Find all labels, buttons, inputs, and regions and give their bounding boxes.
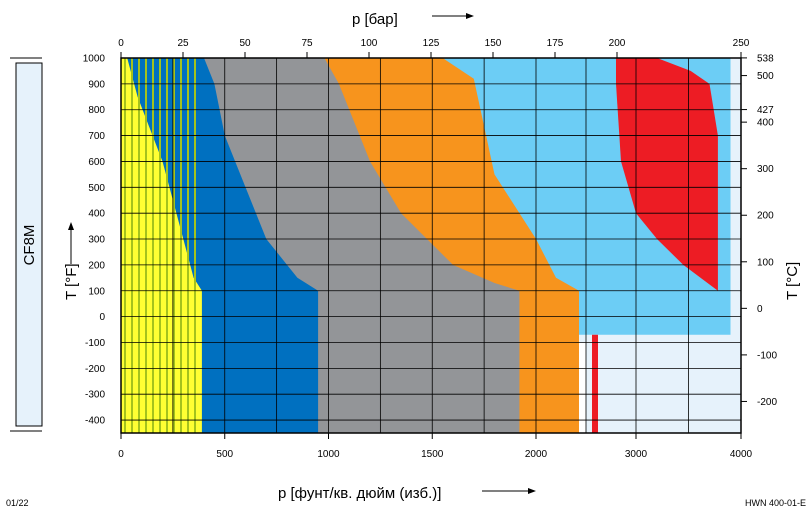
top-tick-label: 200: [609, 38, 626, 49]
left-tick-label: -200: [85, 364, 105, 375]
right-tick-label: -100: [757, 350, 777, 361]
right-tick-label: 538: [757, 53, 774, 64]
top-tick-label: 150: [485, 38, 502, 49]
right-axis-title: T [°C]: [784, 262, 801, 300]
bottom-axis: 0 500 1000 1500 2000 3000 4000: [118, 433, 753, 460]
top-axis-arrowhead: [466, 13, 474, 19]
bottom-tick-label: 0: [118, 449, 124, 460]
area-series-group: [121, 58, 741, 433]
top-axis-title: p [бар]: [352, 11, 398, 28]
top-tick-label: 175: [547, 38, 564, 49]
left-tick-label: 200: [88, 260, 105, 271]
material-bar: [15, 62, 43, 427]
bottom-tick-label: 1500: [421, 449, 444, 460]
top-tick-label: 75: [301, 38, 313, 49]
bottom-axis-arrowhead: [528, 488, 536, 494]
left-tick-label: 400: [88, 209, 105, 220]
right-axis: 538 500 427 400 300 200 100 0 -100 -200: [741, 53, 777, 408]
top-tick-label: 50: [239, 38, 251, 49]
right-tick-label: 427: [757, 105, 774, 116]
footer-code: HWN 400-01-E: [745, 498, 806, 506]
top-tick-label: 250: [733, 38, 750, 49]
left-tick-label: 500: [88, 183, 105, 194]
left-tick-label: 800: [88, 105, 105, 116]
left-tick-label: -400: [85, 416, 105, 427]
right-tick-label: 100: [757, 257, 774, 268]
right-tick-label: 300: [757, 164, 774, 175]
left-tick-label: 1000: [83, 54, 106, 65]
material-label: CF8M: [21, 225, 38, 266]
left-tick-label: -100: [85, 338, 105, 349]
top-tick-label: 100: [361, 38, 378, 49]
bottom-tick-label: 4000: [730, 449, 753, 460]
left-tick-label: 900: [88, 79, 105, 90]
top-axis: 0 25 50 75 100 125 150 175 200 250: [118, 38, 750, 58]
top-tick-label: 125: [423, 38, 440, 49]
area-series-6: [616, 58, 718, 291]
right-tick-label: 0: [757, 304, 763, 315]
bottom-tick-label: 2000: [525, 449, 548, 460]
right-tick-label: 500: [757, 71, 774, 82]
left-tick-label: 300: [88, 235, 105, 246]
left-tick-label: 600: [88, 157, 105, 168]
left-tick-label: -300: [85, 390, 105, 401]
footer-date: 01/22: [6, 498, 29, 506]
left-axis: 10009008007006005004003002001000-100-200…: [83, 54, 106, 427]
bottom-axis-title: p [фунт/кв. дюйм (изб.)]: [278, 485, 441, 502]
bottom-tick-label: 500: [216, 449, 233, 460]
right-tick-label: -200: [757, 397, 777, 408]
left-tick-label: 700: [88, 131, 105, 142]
area-series-7: [592, 334, 598, 433]
hatch-pattern: [124, 58, 196, 433]
left-axis-arrowhead: [68, 222, 74, 230]
top-tick-label: 0: [118, 38, 124, 49]
bottom-tick-label: 3000: [625, 449, 648, 460]
bottom-tick-label: 1000: [317, 449, 340, 460]
top-tick-label: 25: [177, 38, 189, 49]
left-tick-label: 0: [99, 312, 105, 323]
right-tick-label: 400: [757, 118, 774, 129]
right-tick-label: 200: [757, 211, 774, 222]
grid-lines: [120, 57, 742, 433]
left-axis-title: T [°F]: [63, 263, 80, 300]
left-tick-label: 100: [88, 286, 105, 297]
